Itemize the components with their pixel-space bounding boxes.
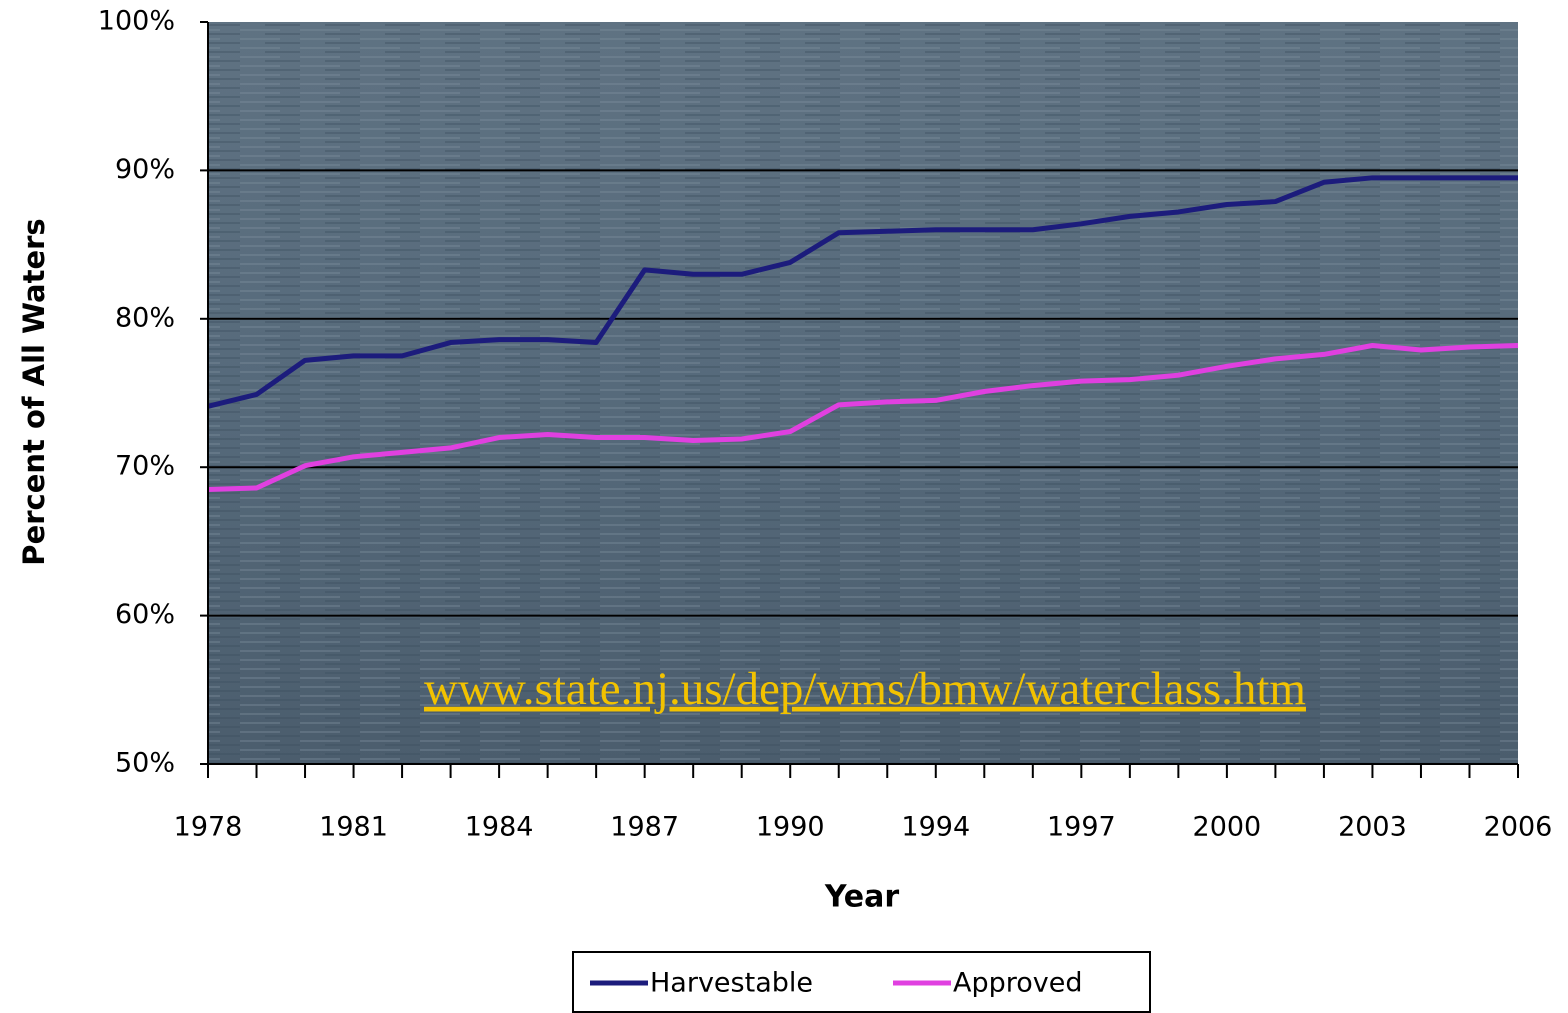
y-tick-label: 60% (115, 599, 175, 630)
y-tick-label: 100% (98, 6, 175, 37)
x-tick-label: 2000 (1193, 812, 1262, 843)
y-tick-label: 50% (115, 748, 175, 779)
x-tick-label: 2006 (1484, 812, 1553, 843)
x-tick-label: 1994 (901, 812, 970, 843)
x-tick-label: 1984 (465, 812, 534, 843)
legend-label: Approved (953, 968, 1083, 999)
legend-label: Harvestable (650, 968, 813, 999)
y-tick-label: 90% (115, 154, 175, 185)
x-tick-label: 1997 (1047, 812, 1116, 843)
x-tick-label: 1981 (319, 812, 388, 843)
line-series (207, 175, 1518, 409)
x-tick-label: 2003 (1338, 812, 1407, 843)
line-series (207, 343, 1519, 492)
legend-box (572, 951, 1151, 1013)
x-tick-label: 1990 (756, 812, 825, 843)
y-tick-label: 70% (115, 451, 175, 482)
x-tick-label: 1987 (610, 812, 679, 843)
annotation: www.state.nj.us/dep/wms/bmw/waterclass.h… (424, 663, 1306, 715)
y-tick-label: 80% (115, 302, 175, 333)
plot-texture (208, 22, 1518, 764)
x-tick-label: 1978 (174, 812, 243, 843)
y-axis-label: Percent of All Waters (17, 218, 51, 565)
x-axis-label: Year (824, 880, 900, 915)
